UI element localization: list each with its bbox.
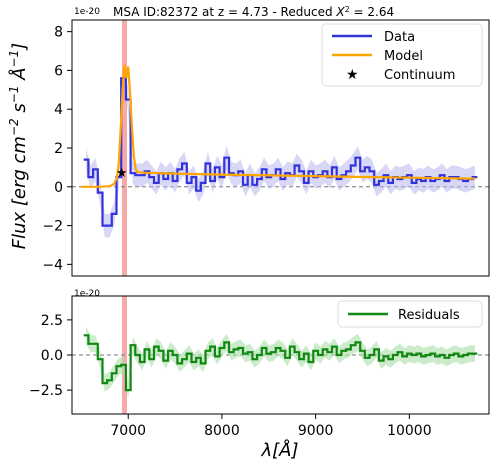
residuals-series-line (83, 334, 478, 392)
legend-continuum-label: Continuum (384, 68, 455, 83)
residuals-legend: Residuals (337, 300, 483, 328)
x-tick-label: 9000 (298, 423, 334, 439)
legend-residuals-label: Residuals (398, 308, 460, 323)
residuals-panel: −2.5 0.0 2.5 7000 8000 9000 10000 Residuals λ… (29, 295, 490, 461)
flux-legend: Data Model ★ Continuum (321, 23, 483, 87)
y-tick-label: 2 (54, 141, 63, 157)
y-tick-label: 0.0 (41, 348, 63, 364)
continuum-marker-icon: ★ (116, 166, 128, 181)
y-tick-label: −2.5 (29, 383, 63, 399)
residuals-legend-box (337, 300, 483, 328)
bottom-offset-text: 1e-20 (74, 289, 100, 299)
y-tick-label: −4 (42, 257, 63, 273)
chart-title: MSA ID:82372 at z = 4.73 - Reduced X2 = … (113, 5, 394, 20)
emission-line-marker (121, 20, 127, 276)
data-series-line (83, 77, 478, 227)
x-tick-label: 7000 (110, 423, 146, 439)
y-tick-label: 2.5 (41, 313, 63, 329)
model-series-line (81, 64, 475, 188)
legend-data-label: Data (384, 30, 415, 45)
legend-box (321, 23, 483, 87)
flux-panel: ★ −4 −2 0 2 4 6 8 Data Model ★ Continuum Flux … (7, 19, 490, 277)
legend-continuum-star-icon: ★ (346, 67, 359, 83)
top-offset-text: 1e-20 (74, 7, 100, 17)
y-tick-label: 4 (54, 102, 63, 118)
y-tick-label: 8 (54, 25, 63, 41)
wavelength-axis-label: λ[Å] (260, 439, 298, 461)
residuals-error-band (86, 326, 475, 399)
y-tick-label: −2 (42, 219, 63, 235)
x-tick-label: 8000 (204, 423, 240, 439)
y-tick-label: 6 (54, 63, 63, 79)
data-error-band (86, 66, 475, 238)
x-tick-label: 10000 (387, 423, 432, 439)
y-tick-label: 0 (54, 180, 63, 196)
plot-content (72, 296, 489, 414)
flux-axis-label: Flux [erg cm−2 s−1 Å−1] (7, 43, 30, 250)
plot-content: ★ (72, 20, 489, 276)
legend-model-label: Model (384, 49, 423, 64)
